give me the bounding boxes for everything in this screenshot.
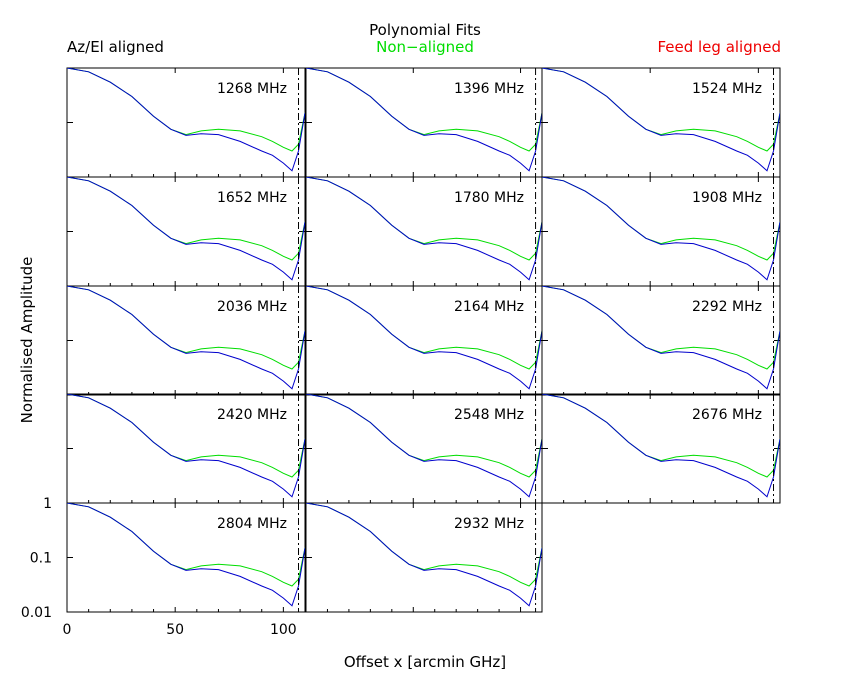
panel: 2164 MHz	[305, 285, 543, 396]
panel-label: 2036 MHz	[217, 299, 287, 315]
fit-line-blue	[306, 68, 542, 172]
x-tick-label: 50	[166, 622, 184, 638]
panel: 2804 MHz	[66, 502, 306, 613]
fit-line-blue	[306, 394, 542, 498]
panel: 2548 MHz	[305, 393, 543, 504]
panel-label: 1652 MHz	[217, 190, 287, 206]
panel-label: 2804 MHz	[217, 516, 287, 532]
panel-label: 2932 MHz	[454, 516, 524, 532]
x-axis-label: Offset x [arcmin GHz]	[344, 653, 506, 671]
panel: 1396 MHz	[305, 67, 543, 178]
fit-line-blue	[542, 68, 780, 172]
panel-label: 1396 MHz	[454, 81, 524, 97]
panel: 2932 MHz	[305, 502, 543, 613]
fit-line-blue	[67, 286, 305, 390]
fit-line-blue	[67, 68, 305, 172]
panel-label: 2676 MHz	[692, 407, 762, 423]
panel-label: 2420 MHz	[217, 407, 287, 423]
x-tick-label: 0	[63, 622, 72, 638]
panel: 1652 MHz	[66, 176, 306, 287]
fit-line-blue	[67, 177, 305, 281]
panel-label: 1524 MHz	[692, 81, 762, 97]
panel: 2036 MHz	[66, 285, 306, 396]
panel: 2676 MHz	[541, 393, 781, 504]
fit-line-blue	[306, 286, 542, 390]
fit-line-blue	[306, 503, 542, 607]
panel-label: 2164 MHz	[454, 299, 524, 315]
fit-line-blue	[67, 394, 305, 498]
panel: 1908 MHz	[541, 176, 781, 287]
fit-line-blue	[542, 394, 780, 498]
legend-az-el: Az/El aligned	[67, 38, 164, 56]
y-tick-label: 0.01	[21, 605, 52, 621]
y-tick-label: 1	[43, 496, 52, 512]
fit-line-blue	[67, 503, 305, 607]
y-axis-label: Normalised Amplitude	[18, 257, 36, 424]
panel-label: 2548 MHz	[454, 407, 524, 423]
panel: 1268 MHz	[66, 67, 306, 178]
panel-label: 1780 MHz	[454, 190, 524, 206]
fit-line-blue	[542, 177, 780, 281]
fit-line-blue	[306, 177, 542, 281]
legend-non-aligned: Non−aligned	[376, 38, 474, 56]
panel: 2292 MHz	[541, 285, 781, 396]
y-tick-label: 0.1	[30, 551, 52, 567]
panel-label: 1908 MHz	[692, 190, 762, 206]
panel: 1524 MHz	[541, 67, 781, 178]
legend-feed-leg: Feed leg aligned	[657, 38, 781, 56]
fit-line-blue	[542, 286, 780, 390]
panel: 1780 MHz	[305, 176, 543, 287]
panel-label: 2292 MHz	[692, 299, 762, 315]
x-tick-label: 100	[270, 622, 297, 638]
panel-grid: 1268 MHz 1396 MHz 1524 MHz 1652 MHz 1780 MHz…	[21, 67, 781, 638]
panel-label: 1268 MHz	[217, 81, 287, 97]
panel: 2420 MHz	[66, 393, 306, 504]
chart-title: Polynomial Fits	[369, 21, 481, 39]
